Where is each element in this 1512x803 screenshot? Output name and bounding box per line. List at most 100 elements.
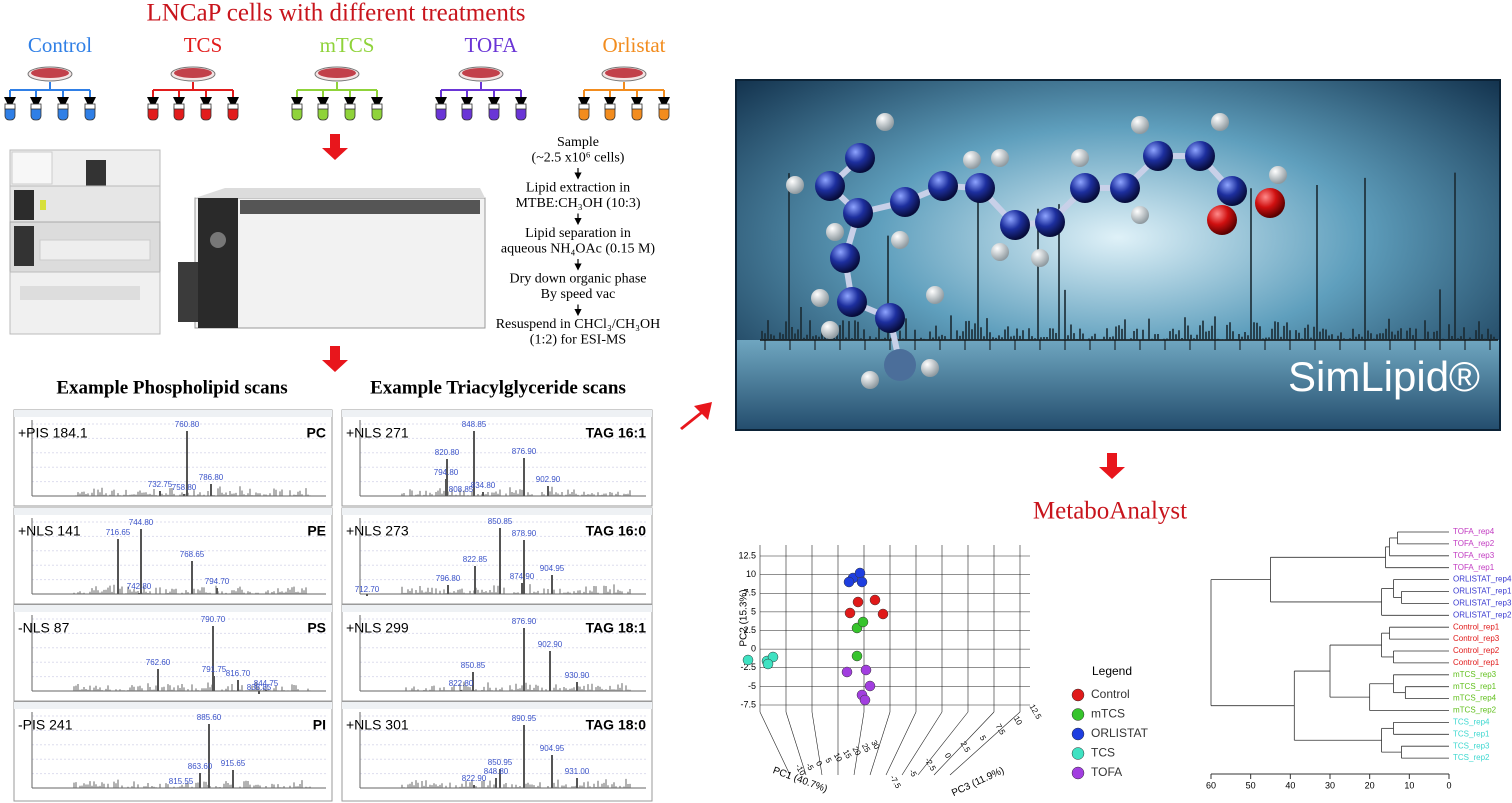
hydrogen bbox=[1071, 149, 1089, 167]
x-tick-label: 40 bbox=[1285, 780, 1295, 790]
x-tick-label: 30 bbox=[1325, 780, 1335, 790]
protocol-text: (1:2) for ESI-MS bbox=[530, 333, 626, 348]
z-tick-label: 0 bbox=[943, 751, 953, 760]
hydrogen bbox=[1211, 113, 1229, 131]
leaf-label: ORLISTAT_rep3 bbox=[1453, 599, 1512, 608]
spectrum bbox=[761, 172, 1495, 340]
scan-label: +PIS 184.1 bbox=[18, 425, 88, 441]
carbon bbox=[1035, 207, 1065, 237]
peak-label: 848.85 bbox=[462, 420, 487, 429]
tube-cap bbox=[578, 103, 590, 110]
scan-panel bbox=[341, 409, 653, 507]
tube-cap bbox=[515, 103, 527, 110]
hydrogen bbox=[991, 243, 1009, 261]
treatment-label: Orlistat bbox=[603, 33, 666, 57]
scan-label: -PIS 241 bbox=[18, 717, 73, 733]
protocol-text: Dry down organic phase bbox=[510, 272, 647, 287]
tube-cap bbox=[435, 103, 447, 110]
protocol-text: Sample bbox=[557, 135, 599, 150]
peak-label: 760.80 bbox=[175, 420, 200, 429]
tube-cap bbox=[291, 103, 303, 110]
x-tick-label: 0 bbox=[814, 759, 824, 768]
carbon bbox=[890, 187, 920, 217]
y-tick-label: 7.5 bbox=[743, 588, 756, 598]
hydrogen bbox=[1269, 166, 1287, 184]
oxygen bbox=[1255, 188, 1285, 218]
pca-point bbox=[859, 694, 871, 706]
peak-label: 742.80 bbox=[127, 582, 152, 591]
peak-label: 876.90 bbox=[512, 447, 537, 456]
legend-marker bbox=[1071, 688, 1085, 702]
scan-panel bbox=[341, 507, 653, 605]
y-tick-label: 12.5 bbox=[738, 550, 756, 560]
pca-floor bbox=[933, 711, 995, 776]
pca-floor bbox=[759, 711, 791, 776]
leaf-label: TOFA_rep2 bbox=[1453, 539, 1495, 548]
hydrogen bbox=[876, 113, 894, 131]
y-tick-label: -2.5 bbox=[740, 662, 756, 672]
tube-cap bbox=[30, 103, 42, 110]
hydrogen bbox=[963, 151, 981, 169]
leaf-label: ORLISTAT_rep2 bbox=[1453, 610, 1512, 619]
lipid-class: PS bbox=[307, 620, 326, 636]
z-tick-label: -2.5 bbox=[923, 756, 938, 773]
tube-cap bbox=[200, 103, 212, 110]
leaf-label: ORLISTAT_rep1 bbox=[1453, 587, 1512, 596]
carbon bbox=[1143, 141, 1173, 171]
pca-point bbox=[762, 658, 774, 670]
scan-panel bbox=[13, 604, 333, 702]
pca-point bbox=[864, 680, 876, 692]
peak-label: 902.90 bbox=[536, 475, 561, 484]
peak-label: 931.00 bbox=[565, 767, 590, 776]
leaf-label: TOFA_rep1 bbox=[1453, 563, 1495, 572]
lipid-class: TAG 16:0 bbox=[586, 523, 647, 539]
leaf-label: mTCS_rep3 bbox=[1453, 670, 1497, 679]
pca-floor bbox=[901, 711, 943, 776]
peak-label: 716.65 bbox=[106, 528, 131, 537]
peak-label: 816.70 bbox=[226, 669, 251, 678]
hydrogen bbox=[821, 321, 839, 339]
scan-panel bbox=[341, 604, 653, 702]
peak-label: 904.95 bbox=[540, 744, 565, 753]
carbon bbox=[928, 171, 958, 201]
protocol-text: aqueous NH₄OAc (0.15 M) bbox=[501, 242, 656, 257]
peak-label: 822.90 bbox=[462, 774, 487, 783]
scan-panel bbox=[13, 507, 333, 605]
scan-label: +NLS 299 bbox=[346, 620, 409, 636]
protocol-text: Lipid separation in bbox=[525, 226, 631, 241]
scan-panel bbox=[13, 409, 333, 507]
petri-dish-medium bbox=[31, 68, 69, 78]
lipid-class: TAG 18:1 bbox=[586, 620, 647, 636]
tube-cap bbox=[317, 103, 329, 110]
carbon bbox=[830, 243, 860, 273]
arrow bbox=[322, 134, 348, 160]
scan-header bbox=[14, 410, 332, 417]
legend-label: TCS bbox=[1091, 746, 1115, 760]
pca-floor bbox=[949, 711, 1021, 776]
x-tick-label: 0 bbox=[1446, 780, 1451, 790]
peak-label: 744.80 bbox=[129, 518, 154, 527]
peak-label: 915.65 bbox=[221, 759, 246, 768]
peak-label: 794.70 bbox=[205, 577, 230, 586]
pca-floor bbox=[785, 711, 807, 776]
carbon bbox=[1110, 173, 1140, 203]
tube-cap bbox=[461, 103, 473, 110]
tube-cap bbox=[57, 103, 69, 110]
carbon bbox=[1000, 210, 1030, 240]
legend-label: TOFA bbox=[1091, 765, 1122, 779]
pca-point bbox=[860, 664, 872, 676]
section-heading: Example Triacylglyceride scans bbox=[370, 377, 626, 398]
hydrogen bbox=[1131, 206, 1149, 224]
x-tick-label: 5 bbox=[823, 756, 833, 765]
pca-point bbox=[854, 567, 866, 579]
leaf-label: Control_rep2 bbox=[1453, 646, 1500, 655]
scan-label: +NLS 271 bbox=[346, 425, 409, 441]
hydrogen bbox=[1031, 249, 1049, 267]
lipid-class: PE bbox=[307, 523, 326, 539]
carbon bbox=[845, 143, 875, 173]
peak-label: 796.80 bbox=[436, 574, 461, 583]
protocol-text: Lipid extraction in bbox=[526, 181, 630, 196]
protocol-text: MTBE:CH₃OH (10:3) bbox=[515, 196, 640, 211]
protocol: Sample(~2.5 x10⁶ cells) Lipid extraction … bbox=[496, 135, 661, 348]
carbon bbox=[875, 303, 905, 333]
